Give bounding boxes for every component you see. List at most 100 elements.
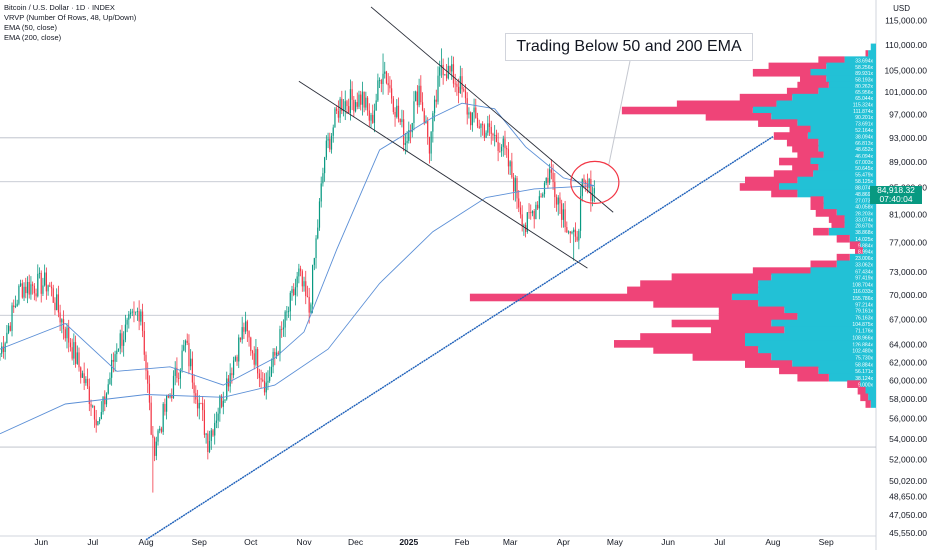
symbol-title[interactable]: Bitcoin / U.S. Dollar · 1D · INDEX <box>4 3 115 12</box>
candle-body-228 <box>391 88 393 99</box>
candle-body-40 <box>68 327 70 343</box>
volume-profile-label-29: 38.868x <box>855 230 873 236</box>
candle-body-331 <box>567 231 570 233</box>
candle-body-115 <box>196 399 199 409</box>
candle-body-161 <box>275 352 278 356</box>
volume-profile-up-bar-22 <box>779 183 876 191</box>
candle-body-169 <box>289 292 291 312</box>
candle-body-0 <box>0 353 1 355</box>
candle-body-218 <box>373 110 376 123</box>
candle-body-187 <box>320 183 322 202</box>
candle-body-17 <box>28 281 30 295</box>
candle-body-159 <box>272 351 274 367</box>
candle-body-220 <box>377 80 379 101</box>
candle-body-100 <box>171 394 173 399</box>
volume-profile-up-bar-42 <box>797 313 876 321</box>
candle-body-98 <box>167 395 169 398</box>
volume-profile-label-31: 9.884x <box>858 244 874 250</box>
volume-profile-up-bar-27 <box>844 215 876 223</box>
volume-profile-down-bar-9 <box>676 100 777 109</box>
candle-body-260 <box>445 74 448 79</box>
candle-body-150 <box>257 349 259 374</box>
candle-body-76 <box>129 312 132 315</box>
volume-profile-label-5: 58.193x <box>855 78 873 84</box>
candle-body-242 <box>415 91 417 102</box>
candle-body-192 <box>329 138 331 150</box>
volume-profile-up-bar-54 <box>868 393 876 402</box>
candle-body-296 <box>507 149 510 167</box>
candle-body-120 <box>205 433 207 435</box>
volume-profile-down-bar-10 <box>621 106 753 115</box>
ema50-indicator-label[interactable]: EMA (50, close) <box>4 23 57 32</box>
candle-body-138 <box>236 356 238 362</box>
candle-body-135 <box>231 373 233 376</box>
volume-profile-up-bar-47 <box>758 346 876 354</box>
volume-profile-down-bar-15 <box>786 138 819 147</box>
candle-body-212 <box>363 91 365 108</box>
volume-profile-up-bar-12 <box>797 119 876 127</box>
candle-body-72 <box>123 339 125 346</box>
candle-body-127 <box>217 413 219 421</box>
ema200-line <box>0 185 595 435</box>
candle-body-70 <box>119 333 121 349</box>
volume-profile-up-bar-4 <box>810 68 876 77</box>
candle-body-87 <box>148 383 151 403</box>
candle-body-38 <box>64 329 66 339</box>
volume-profile-up-bar-16 <box>818 144 876 153</box>
candle-body-185 <box>317 227 319 239</box>
candle-body-301 <box>516 178 518 199</box>
volume-profile-label-24: 27.073x <box>855 199 873 205</box>
price-tick-label-23: 45,550.00 <box>889 528 927 538</box>
price-tick-label-9: 77,000.00 <box>889 237 927 247</box>
candle-body-46 <box>78 352 80 368</box>
volume-profile-up-bar-28 <box>844 221 876 230</box>
volume-profile-label-7: 65.956x <box>855 90 873 96</box>
candle-body-270 <box>463 89 465 91</box>
vrvp-indicator-label[interactable]: VRVP (Number Of Rows, 48, Up/Down) <box>4 13 137 22</box>
volume-profile-up-bar-21 <box>797 176 876 185</box>
candle-body-182 <box>312 264 314 305</box>
last-price-tag: 84,918.32 07:40:04 <box>870 186 922 204</box>
candle-body-104 <box>178 378 180 379</box>
candle-body-90 <box>153 437 156 456</box>
candle-body-130 <box>222 400 224 407</box>
candle-body-287 <box>492 133 494 136</box>
candle-body-43 <box>73 342 75 359</box>
candle-body-255 <box>437 75 439 102</box>
volume-profile-up-bar-49 <box>792 360 876 368</box>
volume-profile-down-bar-20 <box>773 170 814 178</box>
candle-body-285 <box>488 123 491 127</box>
candle-body-282 <box>483 125 485 138</box>
candle-body-131 <box>224 399 226 401</box>
candle-body-193 <box>330 135 333 150</box>
candle-body-156 <box>267 380 269 383</box>
candle-body-83 <box>141 311 144 331</box>
candle-body-222 <box>380 80 382 84</box>
annotation-callout[interactable]: Trading Below 50 and 200 EMA <box>505 33 753 61</box>
candle-body-186 <box>318 201 321 228</box>
candle-body-241 <box>413 101 415 124</box>
candle-body-85 <box>145 354 147 371</box>
candle-body-328 <box>562 209 564 220</box>
volume-profile-down-bar-13 <box>789 125 811 134</box>
candle-body-345 <box>591 193 594 201</box>
candle-body-262 <box>449 65 451 72</box>
candle-body-196 <box>336 108 338 111</box>
candle-body-58 <box>99 419 101 422</box>
trendline-channel-lower <box>298 80 588 269</box>
volume-profile-down-bar-39 <box>469 293 732 302</box>
ema200-indicator-label[interactable]: EMA (200, close) <box>4 33 62 42</box>
candle-body-318 <box>545 177 547 184</box>
candle-body-336 <box>576 236 578 241</box>
candle-body-5 <box>7 325 10 333</box>
candle-body-252 <box>432 113 434 132</box>
time-tick-label-5: Nov <box>296 537 312 547</box>
candle-body-64 <box>109 377 111 385</box>
candle-body-225 <box>385 71 388 84</box>
volume-profile-label-28: 28.670x <box>855 224 873 230</box>
candle-body-300 <box>514 178 516 192</box>
time-tick-label-10: Apr <box>557 537 570 547</box>
candle-body-57 <box>97 421 99 426</box>
candle-body-201 <box>344 101 346 110</box>
